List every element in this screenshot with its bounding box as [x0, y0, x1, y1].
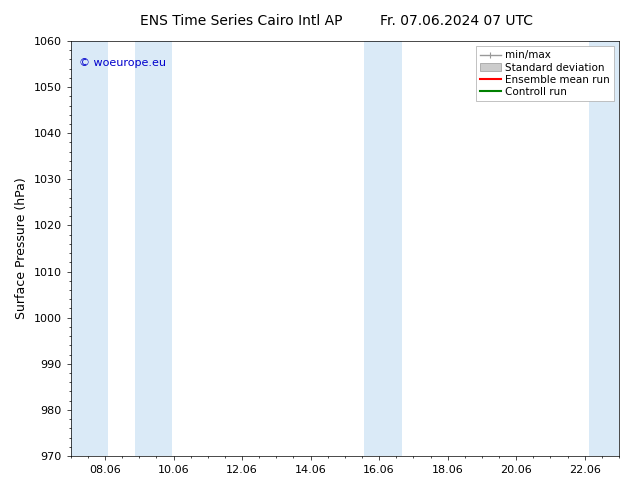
Text: ENS Time Series Cairo Intl AP: ENS Time Series Cairo Intl AP [139, 14, 342, 28]
Bar [136, 41, 172, 456]
Text: © woeurope.eu: © woeurope.eu [79, 58, 166, 68]
Bar [589, 41, 619, 456]
Text: Fr. 07.06.2024 07 UTC: Fr. 07.06.2024 07 UTC [380, 14, 533, 28]
Legend: min/max, Standard deviation, Ensemble mean run, Controll run: min/max, Standard deviation, Ensemble me… [476, 46, 614, 101]
Bar [364, 41, 403, 456]
Y-axis label: Surface Pressure (hPa): Surface Pressure (hPa) [15, 178, 28, 319]
Bar [71, 41, 108, 456]
